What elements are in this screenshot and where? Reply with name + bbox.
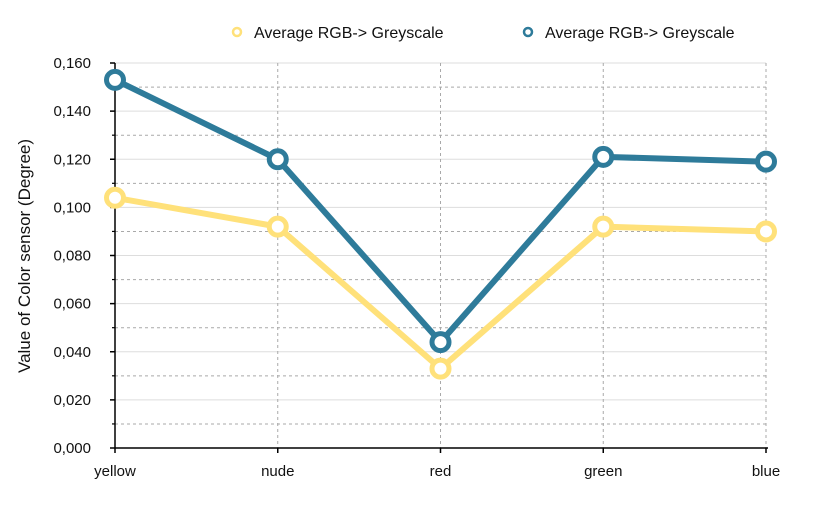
legend-item-2: Average RGB-> Greyscale — [522, 25, 735, 42]
data-point — [104, 68, 126, 91]
legend-label: Average RGB-> Greyscale — [254, 25, 444, 42]
data-point — [266, 148, 289, 171]
x-tick-label: green — [584, 463, 622, 480]
x-tick-label: blue — [752, 463, 780, 480]
data-point — [429, 331, 452, 354]
y-axis-title: Value of Color sensor (Degree) — [15, 139, 34, 373]
series-layer — [104, 68, 777, 380]
y-tick-label: 0,000 — [53, 440, 91, 457]
x-tick-label: yellow — [94, 463, 136, 480]
data-point — [104, 186, 126, 209]
y-tick-label: 0,160 — [53, 55, 91, 72]
axes: 0,000 0,020 0,040 0,060 0,080 0,100 0,120 0,140… — [53, 55, 780, 480]
data-point — [592, 145, 615, 168]
y-tick-label: 0,060 — [53, 296, 91, 313]
y-tick-label: 0,120 — [53, 151, 91, 168]
y-tick-label: 0,020 — [53, 392, 91, 409]
data-point — [592, 215, 615, 238]
x-tick-label: red — [430, 463, 452, 480]
data-point — [755, 220, 777, 243]
legend: Average RGB-> Greyscale Average RGB-> Gre… — [231, 25, 735, 42]
data-point — [266, 215, 289, 238]
y-tick-label: 0,040 — [53, 344, 91, 361]
y-tick-label: 0,100 — [53, 199, 91, 216]
data-point — [755, 150, 777, 173]
data-point — [429, 357, 452, 380]
y-tick-label: 0,140 — [53, 103, 91, 120]
series-1 — [104, 186, 777, 380]
y-tick-label: 0,080 — [53, 248, 91, 265]
series-2 — [104, 68, 777, 354]
legend-item-1: Average RGB-> Greyscale — [231, 25, 444, 42]
legend-marker — [231, 26, 243, 38]
legend-label: Average RGB-> Greyscale — [545, 25, 735, 42]
grid — [115, 62, 767, 448]
legend-marker — [522, 26, 534, 38]
x-tick-label: nude — [261, 463, 294, 480]
